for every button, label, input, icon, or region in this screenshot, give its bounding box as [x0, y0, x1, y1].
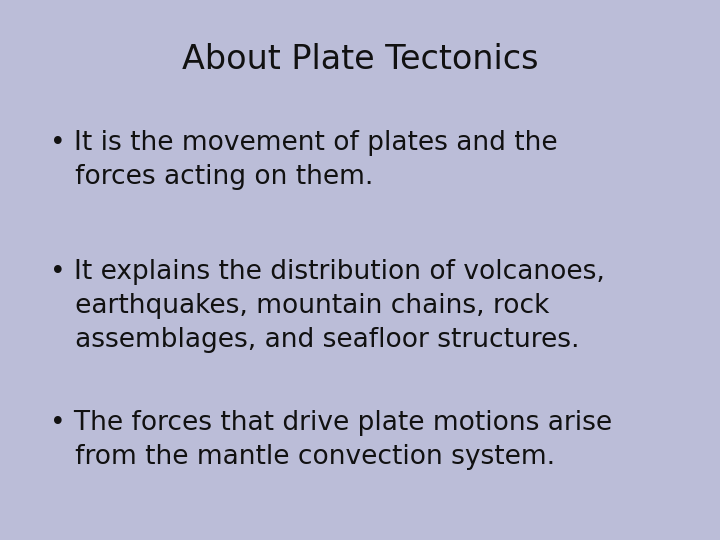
Text: About Plate Tectonics: About Plate Tectonics: [181, 43, 539, 76]
Text: • It is the movement of plates and the
   forces acting on them.: • It is the movement of plates and the f…: [50, 130, 558, 190]
Text: • The forces that drive plate motions arise
   from the mantle convection system: • The forces that drive plate motions ar…: [50, 410, 613, 470]
Text: • It explains the distribution of volcanoes,
   earthquakes, mountain chains, ro: • It explains the distribution of volcan…: [50, 259, 606, 353]
